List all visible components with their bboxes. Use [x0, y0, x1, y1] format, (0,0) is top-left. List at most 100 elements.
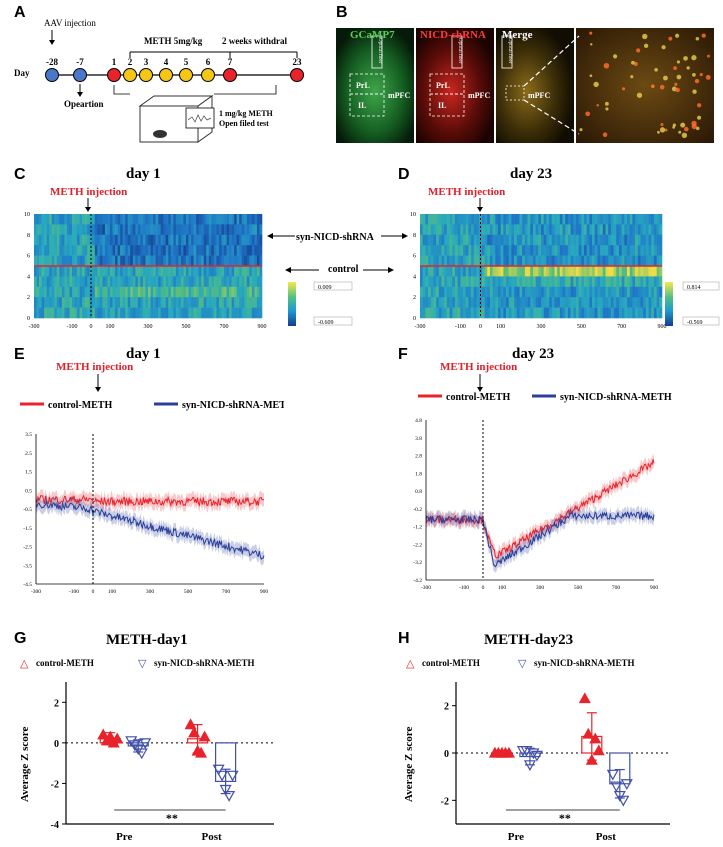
heatmap-cell: [648, 286, 652, 298]
heatmap-cell: [441, 234, 445, 246]
heatmap-cell: [72, 307, 75, 319]
heatmap-cell: [213, 276, 217, 288]
heatmap-c-cells: [34, 214, 263, 319]
heatmap-cell: [471, 214, 475, 225]
heatmap-cell: [168, 297, 172, 308]
heatmap-cell: [236, 234, 240, 246]
heatmap-cell: [430, 266, 434, 277]
heatmap-cell: [637, 224, 641, 236]
heatmap-cell: [191, 255, 194, 267]
heatmap-cell: [567, 214, 571, 225]
heatmap-cell: [452, 255, 456, 267]
heatmap-cell: [218, 297, 222, 308]
heatmap-cell: [206, 286, 210, 298]
heatmap-cell: [54, 234, 58, 246]
heatmap-cell: [193, 266, 197, 277]
x-tick-label: 0: [482, 585, 485, 591]
heatmap-cell: [79, 255, 83, 267]
heatmap-cell: [567, 245, 571, 256]
heatmap-cell: [468, 286, 472, 298]
heatmap-cell: [514, 307, 518, 319]
heatmap-cell: [84, 276, 88, 288]
heatmap-cell: [616, 286, 620, 298]
heatmap-cell: [422, 245, 426, 256]
heatmap-cell: [422, 307, 426, 319]
heatmap-cell: [165, 297, 169, 308]
cell-dot: [686, 66, 690, 70]
heatmap-cell: [575, 224, 579, 236]
heatmap-cell: [107, 255, 111, 267]
heatmap-cell: [522, 297, 526, 308]
heatmap-cell: [444, 255, 448, 267]
heatmap-cell: [632, 224, 636, 236]
heatmap-cell: [433, 214, 437, 225]
heatmap-cell: [608, 245, 612, 256]
heatmap-cell: [97, 245, 101, 256]
heatmap-cell: [578, 214, 582, 225]
heatmap-cell: [586, 234, 590, 246]
heatmap-cell: [254, 255, 258, 267]
heatmap-cell: [92, 297, 96, 308]
heatmap-cell: [72, 245, 75, 256]
cell-dot: [692, 72, 696, 77]
heatmap-cell: [132, 255, 136, 267]
heatmap-cell: [446, 224, 450, 236]
heatmap-cell: [206, 214, 210, 225]
heatmap-cell: [541, 245, 544, 256]
y-tick-label: -4.5: [23, 582, 32, 588]
heatmap-cell: [602, 224, 606, 236]
heatmap-cell: [34, 224, 37, 236]
heatmap-cell: [497, 245, 501, 256]
heatmap-cell: [484, 214, 488, 225]
heatmap-cell: [487, 276, 491, 288]
heatmap-cell: [163, 266, 167, 277]
cell-dot: [681, 132, 688, 138]
heatmap-cell: [562, 234, 566, 246]
heatmap-cell: [656, 286, 660, 298]
heatmap-cell: [191, 224, 194, 236]
heatmap-cell: [422, 266, 426, 277]
heatmap-cell: [487, 266, 491, 277]
heatmap-cell: [648, 234, 652, 246]
heatmap-cell: [117, 286, 121, 298]
heatmap-cell: [72, 286, 75, 298]
heatmap-cell: [543, 266, 547, 277]
heatmap-cell: [213, 297, 217, 308]
heatmap-cell: [56, 297, 60, 308]
heatmap-cell: [565, 266, 569, 277]
heatmap-cell: [487, 214, 491, 225]
heatmap-cell: [624, 276, 628, 288]
heatmap-cell: [600, 266, 604, 277]
heatmap-cell: [425, 245, 429, 256]
heatmap-cell: [186, 245, 189, 256]
heatmap-cell: [492, 214, 496, 225]
heatmap-cell: [236, 214, 240, 225]
significance-label: **: [559, 811, 571, 825]
heatmap-cell: [471, 255, 475, 267]
heatmap-cell: [231, 234, 235, 246]
heatmap-cell: [428, 286, 432, 298]
heatmap-cell: [565, 224, 569, 236]
heatmap-cell: [175, 266, 179, 277]
heatmap-cell: [487, 297, 491, 308]
heatmap-cell: [506, 224, 510, 236]
heatmap-cell: [150, 214, 154, 225]
cell-dot: [684, 126, 689, 132]
heatmap-cell: [102, 307, 106, 319]
heatmap-cell: [99, 214, 103, 225]
heatmap-cell: [476, 224, 480, 236]
heatmap-cell: [218, 245, 222, 256]
heatmap-cell: [89, 224, 93, 236]
heatmap-cell: [433, 307, 437, 319]
il-label-2: IL: [438, 101, 446, 110]
heatmap-cell: [239, 266, 243, 277]
heatmap-cell: [651, 224, 655, 236]
heatmap-cell: [618, 245, 622, 256]
heatmap-cell: [581, 276, 585, 288]
cell-dot: [673, 66, 677, 71]
heatmap-cell: [653, 307, 657, 319]
heatmap-cell: [602, 286, 606, 298]
heatmap-cell: [79, 214, 83, 225]
heatmap-cell: [452, 214, 456, 225]
heatmap-cell: [236, 266, 240, 277]
